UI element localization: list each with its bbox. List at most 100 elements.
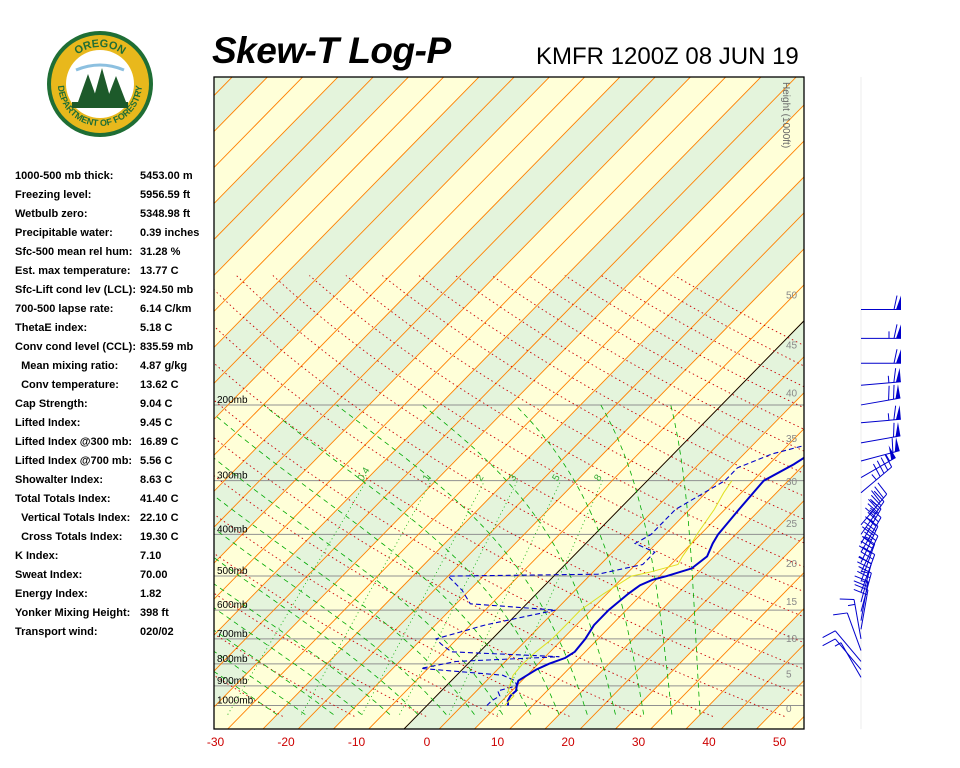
index-label: Est. max temperature: bbox=[15, 265, 131, 277]
wind-barb-half bbox=[871, 474, 877, 481]
wind-barb-half bbox=[869, 509, 876, 515]
index-row: Transport wind: 020/02 bbox=[15, 626, 215, 645]
index-value: 70.00 bbox=[140, 569, 168, 581]
index-row: Sfc-Lift cond lev (LCL): 924.50 mb bbox=[15, 284, 215, 303]
isotherm-line bbox=[227, 140, 804, 729]
logo-top-text: OREGON bbox=[72, 38, 127, 57]
dry-adiabat bbox=[0, 276, 211, 717]
wind-barb-half bbox=[847, 603, 856, 607]
index-label: Yonker Mixing Height: bbox=[15, 607, 131, 619]
index-label: Freezing level: bbox=[15, 189, 92, 201]
isotherm-line bbox=[214, 77, 445, 313]
x-tick-label: 20 bbox=[561, 735, 575, 749]
wind-barb-half bbox=[834, 642, 842, 647]
wind-barb-flag bbox=[895, 384, 901, 399]
pressure-labels: 1000mb 900mb 800mb 700mb 600mb 500mb 400mb 300m… bbox=[217, 395, 254, 707]
height-tick-label: 25 bbox=[786, 519, 798, 530]
wind-barb bbox=[860, 367, 901, 386]
isotherm-line bbox=[262, 176, 804, 729]
moist-adiabat bbox=[214, 457, 504, 715]
index-label: Lifted Index @300 mb: bbox=[15, 436, 133, 448]
index-row: Precipitable water: 0.39 inches bbox=[15, 227, 215, 246]
wind-barb-staff bbox=[860, 543, 876, 582]
isotherm-line bbox=[509, 428, 804, 729]
wind-barb-full bbox=[871, 490, 881, 503]
moist-adiabat bbox=[515, 404, 645, 715]
index-label: 1000-500 mb thick: bbox=[15, 170, 114, 182]
svg-text:OREGON: OREGON bbox=[72, 38, 127, 57]
wind-barb-full bbox=[884, 454, 893, 468]
wind-barb bbox=[853, 584, 869, 630]
x-tick-labels: -30 -20 -10 0 10 20 30 40 50 bbox=[207, 735, 787, 749]
wind-barb-full bbox=[866, 517, 879, 527]
mixing-ratio-label: 1 bbox=[421, 472, 434, 483]
moist-adiabat bbox=[422, 404, 616, 715]
index-row: Showalter Index: 8.63 C bbox=[15, 474, 215, 493]
station-time-label: KMFR 1200Z 08 JUN 19 bbox=[536, 43, 799, 70]
index-label: 700-500 lapse rate: bbox=[15, 303, 114, 315]
wind-barb bbox=[860, 384, 901, 406]
height-tick-label: 15 bbox=[786, 597, 798, 608]
mixing-ratio-label: 2 bbox=[474, 472, 487, 483]
height-tick-label: 5 bbox=[786, 670, 792, 681]
wind-barb-staff bbox=[860, 397, 901, 406]
index-label: Lifted Index @700 mb: bbox=[15, 455, 133, 467]
isotherm-line bbox=[214, 77, 480, 348]
wind-barb-full bbox=[873, 463, 881, 477]
index-label: Total Totals Index: bbox=[15, 493, 111, 505]
dry-adiabat bbox=[236, 275, 804, 618]
index-value: 5.18 C bbox=[140, 322, 173, 334]
wind-barb-staff bbox=[860, 418, 901, 424]
wind-barb bbox=[834, 642, 862, 678]
wind-barb-full bbox=[877, 482, 888, 495]
pressure-label: 400mb bbox=[217, 524, 248, 535]
wind-barb-full bbox=[833, 612, 848, 616]
index-row: Lifted Index @300 mb: 16.89 C bbox=[15, 436, 215, 455]
index-row: Est. max temperature: 13.77 C bbox=[15, 265, 215, 284]
wind-barb-full bbox=[862, 535, 875, 545]
height-tick-label: 45 bbox=[786, 341, 798, 352]
plot-border bbox=[213, 76, 805, 730]
x-tick-label: -30 bbox=[207, 735, 225, 749]
wind-barb bbox=[833, 612, 862, 651]
index-value: 31.28 % bbox=[140, 246, 181, 258]
isotherm-line bbox=[214, 77, 339, 205]
isotherm-line bbox=[822, 72, 960, 734]
index-value: 1.82 bbox=[140, 588, 162, 600]
isotherms bbox=[214, 72, 960, 734]
index-value: 5.56 C bbox=[140, 455, 173, 467]
wind-barb-full bbox=[870, 494, 882, 507]
wind-barb bbox=[822, 630, 862, 662]
index-row: Mean mixing ratio: 4.87 g/kg bbox=[15, 360, 215, 379]
index-label: Precipitable water: bbox=[15, 227, 113, 239]
index-row: Cross Totals Index: 19.30 C bbox=[15, 531, 215, 550]
moist-adiabat bbox=[670, 404, 701, 715]
index-value: 8.63 C bbox=[140, 474, 173, 486]
pressure-label: 500mb bbox=[217, 566, 248, 577]
wind-barb bbox=[860, 437, 900, 462]
wind-barb-full bbox=[893, 368, 897, 383]
wind-barb-staff bbox=[860, 589, 869, 630]
wind-barb-flag bbox=[888, 445, 896, 461]
wind-barb-full bbox=[860, 540, 874, 550]
moist-adiabat bbox=[214, 671, 278, 715]
index-value: 924.50 mb bbox=[140, 284, 194, 296]
wind-barb-full bbox=[854, 584, 869, 591]
wind-barb-staff bbox=[853, 599, 862, 639]
index-value: 5956.59 ft bbox=[140, 189, 191, 201]
height-tick-label: 50 bbox=[786, 290, 798, 301]
index-row: 1000-500 mb thick: 5453.00 m bbox=[15, 170, 215, 189]
wind-barb-full bbox=[866, 526, 879, 537]
isotherm-line bbox=[650, 571, 804, 729]
wind-barb-full bbox=[870, 507, 882, 518]
wind-barb bbox=[860, 405, 901, 424]
temperature-line bbox=[506, 456, 804, 706]
dry-adiabat bbox=[214, 633, 355, 717]
wind-barb-full bbox=[854, 575, 869, 582]
height-tick-label: 10 bbox=[786, 634, 798, 645]
isotherm-line bbox=[214, 77, 692, 564]
index-row: Wetbulb zero: 5348.98 ft bbox=[15, 208, 215, 227]
wind-barb-full bbox=[858, 545, 872, 554]
wind-barb bbox=[860, 422, 901, 444]
index-row: ThetaE index: 5.18 C bbox=[15, 322, 215, 341]
